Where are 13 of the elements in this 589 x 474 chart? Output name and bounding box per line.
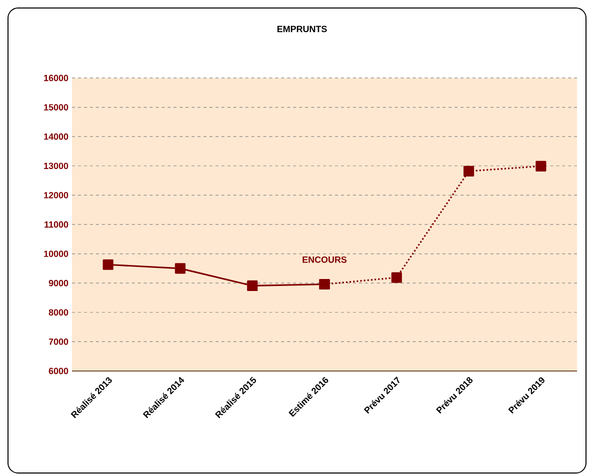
y-tick-label: 7000	[48, 338, 68, 345]
y-tick-label: 9000	[48, 280, 68, 286]
y-tick-label: 11000	[44, 221, 68, 228]
annotation: ENCOURS	[302, 256, 347, 263]
y-tick-label: 8000	[48, 309, 68, 316]
y-tick-label: 12000	[44, 192, 68, 198]
chart-title: EMPRUNTS	[277, 26, 327, 32]
y-tick-label: 10000	[44, 250, 68, 257]
y-tick-label: 15000	[44, 104, 68, 110]
y-tick-label: 16000	[44, 74, 68, 82]
y-tick-label: 13000	[44, 162, 68, 170]
y-tick-label: 14000	[44, 133, 68, 140]
y-tick-label: 6000	[48, 368, 68, 374]
